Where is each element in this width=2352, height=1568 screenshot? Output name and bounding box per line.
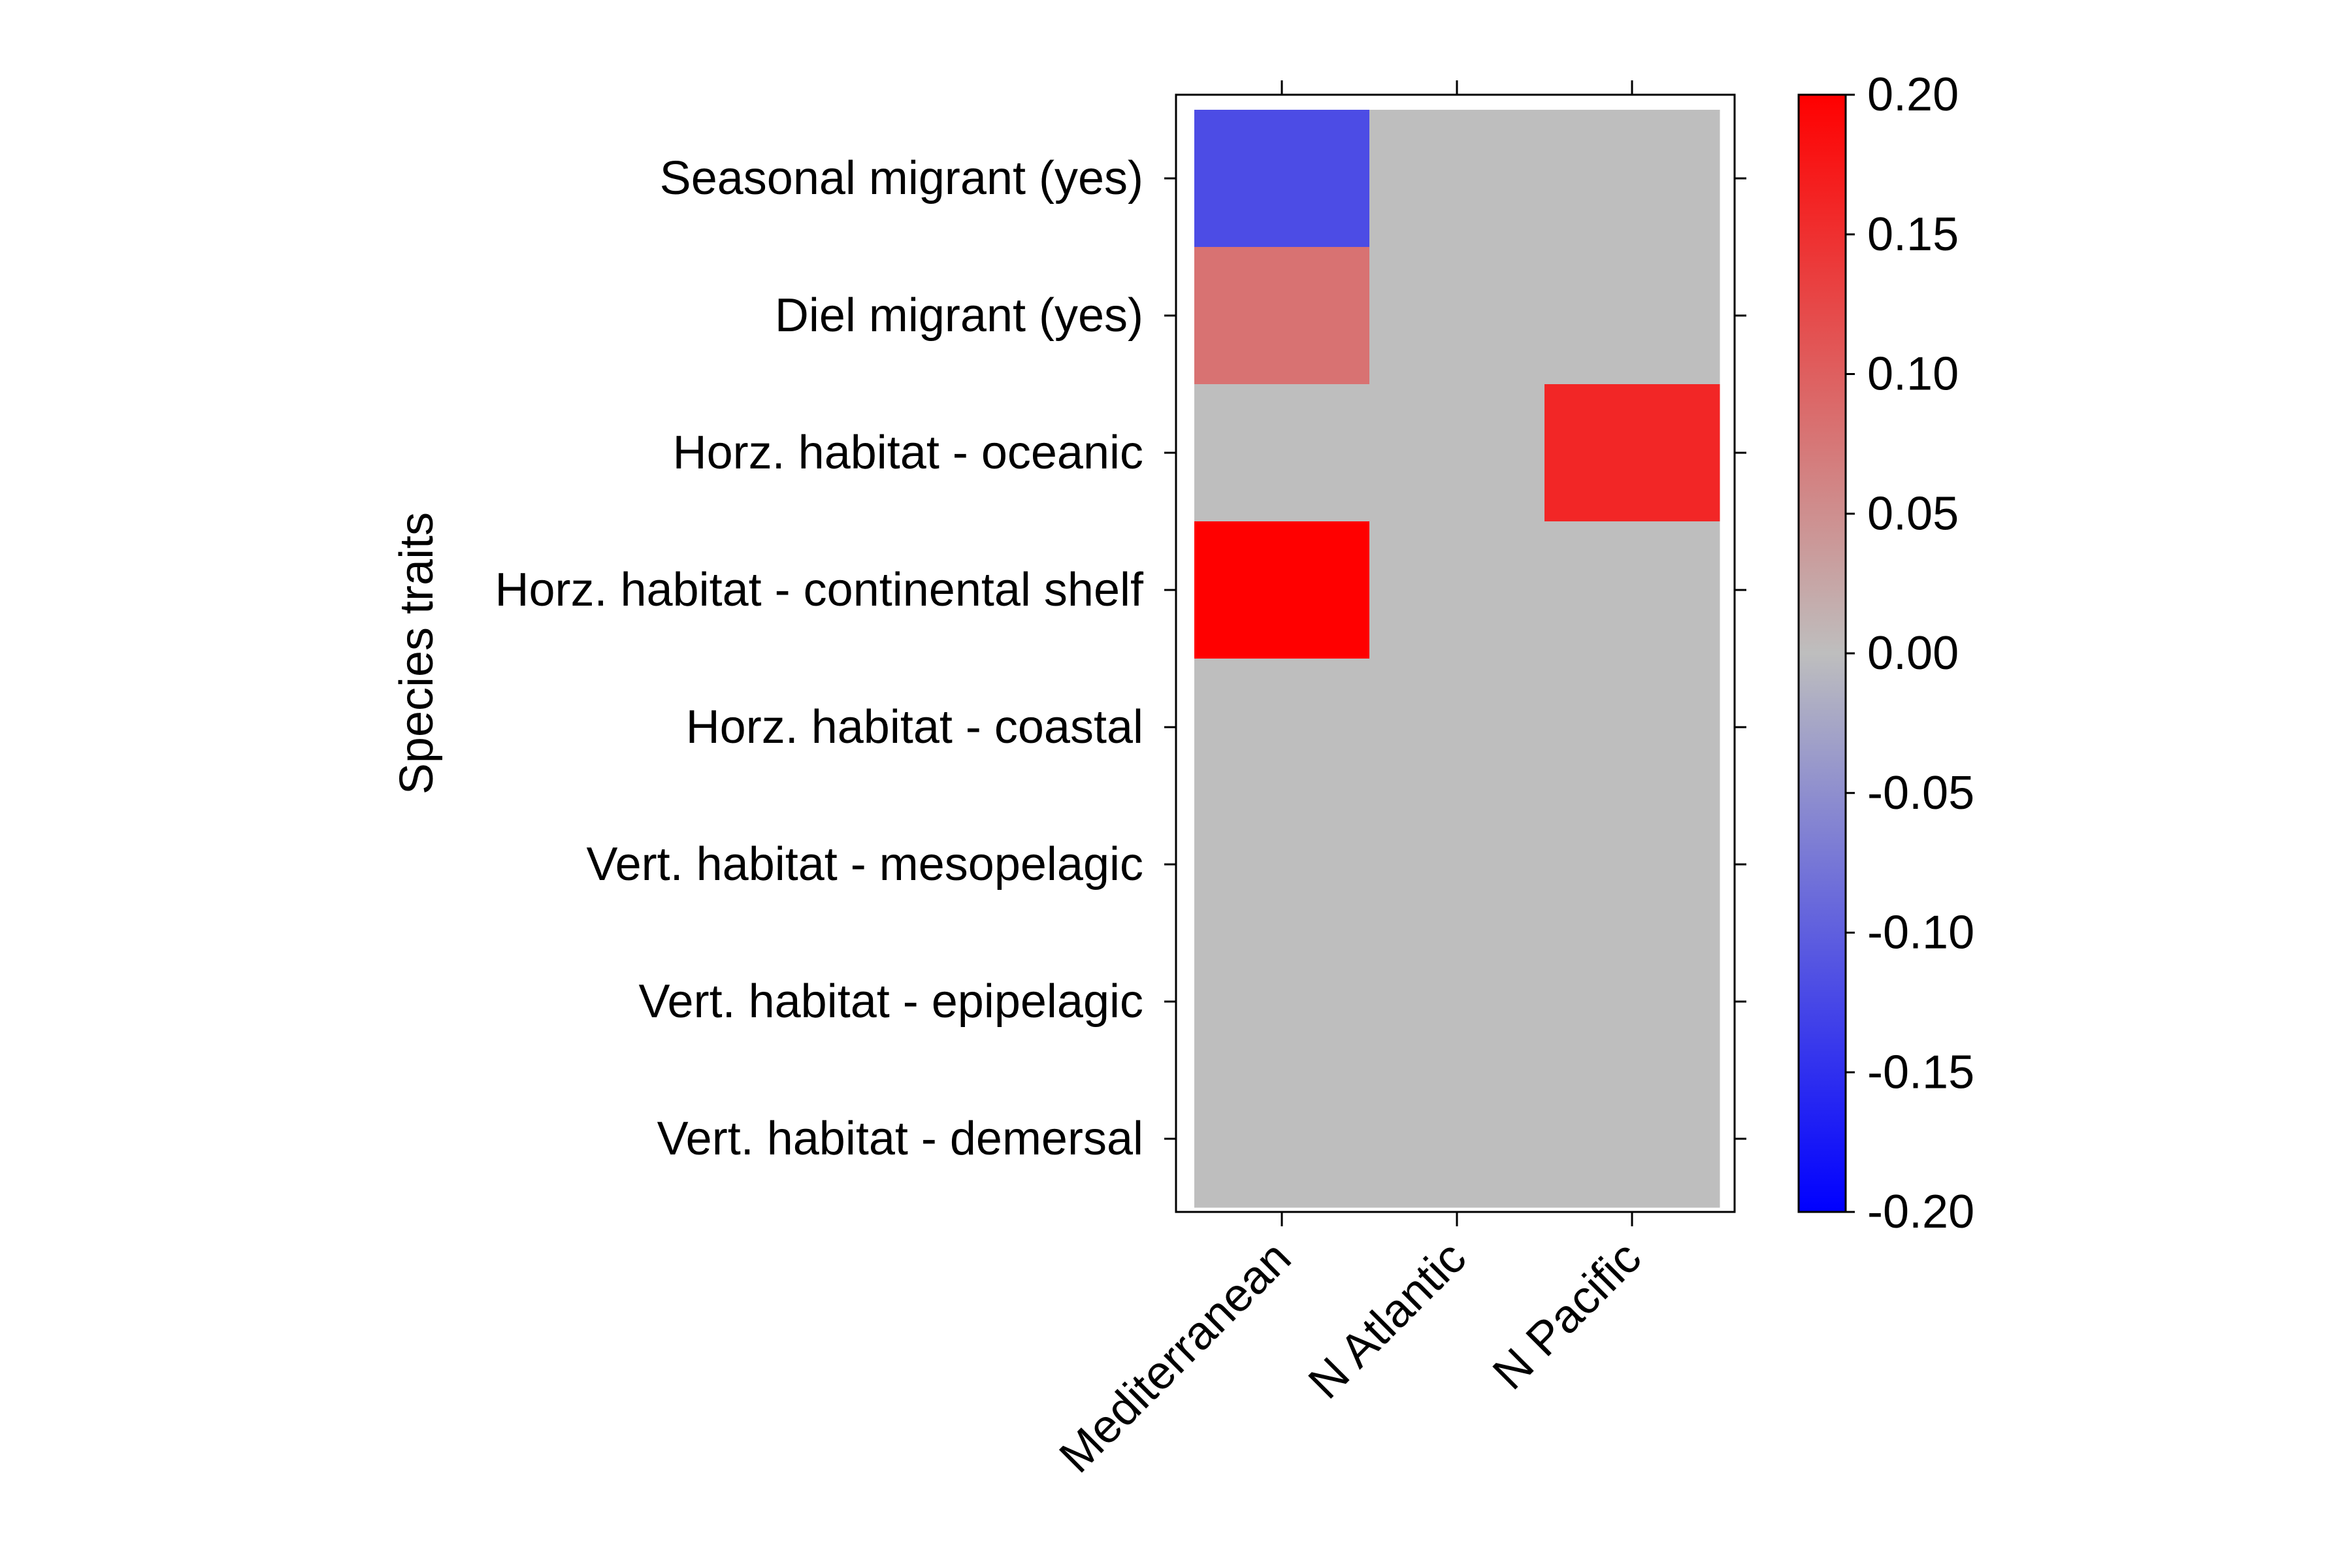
colorbar-tick-label: 0.05 xyxy=(1867,487,1959,540)
y-tick-label: Horz. habitat - oceanic xyxy=(673,427,1143,479)
heatmap-cell-vert-habitat-mesopelagic-mediterranean xyxy=(1194,796,1370,934)
y-axis-title: Species traits xyxy=(391,512,443,794)
colorbar-tick-label: -0.20 xyxy=(1867,1186,1974,1238)
y-tick-label: Diel migrant (yes) xyxy=(775,289,1143,342)
y-tick-label: Vert. habitat - epipelagic xyxy=(639,975,1144,1028)
heatmap-cell-vert-habitat-mesopelagic-n-pacific xyxy=(1544,796,1720,934)
y-tick-label: Vert. habitat - mesopelagic xyxy=(587,838,1143,890)
plot-panel-frame xyxy=(1175,93,1736,1213)
heatmap-cell-horz-habitat-oceanic-n-pacific xyxy=(1544,384,1720,522)
heatmap-cell-horz-habitat-coastal-n-pacific xyxy=(1544,659,1720,796)
heatmap-cell-seasonal-migrant-yes-n-pacific xyxy=(1544,110,1720,248)
heatmap-cell-diel-migrant-yes-mediterranean xyxy=(1194,247,1370,385)
y-tick-label: Seasonal migrant (yes) xyxy=(660,152,1143,204)
colorbar-tick-label: -0.10 xyxy=(1867,907,1974,959)
heatmap-cell-horz-habitat-oceanic-n-atlantic xyxy=(1369,384,1545,522)
heatmap-cell-vert-habitat-mesopelagic-n-atlantic xyxy=(1369,796,1545,934)
heatmap-cell-horz-habitat-continental-shelf-n-atlantic xyxy=(1369,521,1545,659)
heatmap-cell-horz-habitat-continental-shelf-mediterranean xyxy=(1194,521,1370,659)
heatmap-cell-seasonal-migrant-yes-n-atlantic xyxy=(1369,110,1545,248)
heatmap-cell-vert-habitat-demersal-n-pacific xyxy=(1544,1070,1720,1208)
heatmap-cell-vert-habitat-demersal-n-atlantic xyxy=(1369,1070,1545,1208)
colorbar-ticks: -0.20 -0.15 -0.10 -0.05 0.00 0.05 0.10 0.15 0.20 xyxy=(1846,69,1974,1238)
colorbar-tick-label: 0.20 xyxy=(1867,69,1959,121)
colorbar-tick-label: 0.15 xyxy=(1867,208,1959,261)
x-tick-label: N Atlantic xyxy=(1299,1232,1477,1409)
x-tick-label: N Pacific xyxy=(1483,1232,1651,1399)
colorbar-tick-label: 0.10 xyxy=(1867,348,1959,400)
x-tick-label: Mediterranean xyxy=(1049,1232,1301,1483)
heatmap-cell-vert-habitat-demersal-mediterranean xyxy=(1194,1070,1370,1208)
heatmap-cell-vert-habitat-epipelagic-n-atlantic xyxy=(1369,933,1545,1071)
colorbar-tick-label: -0.05 xyxy=(1867,767,1974,819)
heatmap-cell-horz-habitat-coastal-n-atlantic xyxy=(1369,659,1545,796)
y-axis: Seasonal migrant (yes) Diel migrant (yes)… xyxy=(495,152,1746,1165)
heatmap-cell-vert-habitat-epipelagic-mediterranean xyxy=(1194,933,1370,1071)
heatmap-cell-seasonal-migrant-yes-mediterranean xyxy=(1194,110,1370,248)
heatmap-cell-horz-habitat-oceanic-mediterranean xyxy=(1194,384,1370,522)
y-tick-label: Horz. habitat - continental shelf xyxy=(495,564,1144,616)
y-tick-label: Vert. habitat - demersal xyxy=(657,1113,1143,1165)
y-tick-label: Horz. habitat - coastal xyxy=(686,701,1143,753)
heatmap-cell-diel-migrant-yes-n-atlantic xyxy=(1369,247,1545,385)
colorbar-tick-label: -0.15 xyxy=(1867,1046,1974,1098)
colorbar xyxy=(1797,93,1847,1213)
heatmap-cells xyxy=(1194,110,1720,1208)
heatmap-cell-vert-habitat-epipelagic-n-pacific xyxy=(1544,933,1720,1071)
heatmap-cell-diel-migrant-yes-n-pacific xyxy=(1544,247,1720,385)
heatmap-cell-horz-habitat-coastal-mediterranean xyxy=(1194,659,1370,796)
heatmap-cell-horz-habitat-continental-shelf-n-pacific xyxy=(1544,521,1720,659)
colorbar-tick-label: 0.00 xyxy=(1867,627,1959,679)
